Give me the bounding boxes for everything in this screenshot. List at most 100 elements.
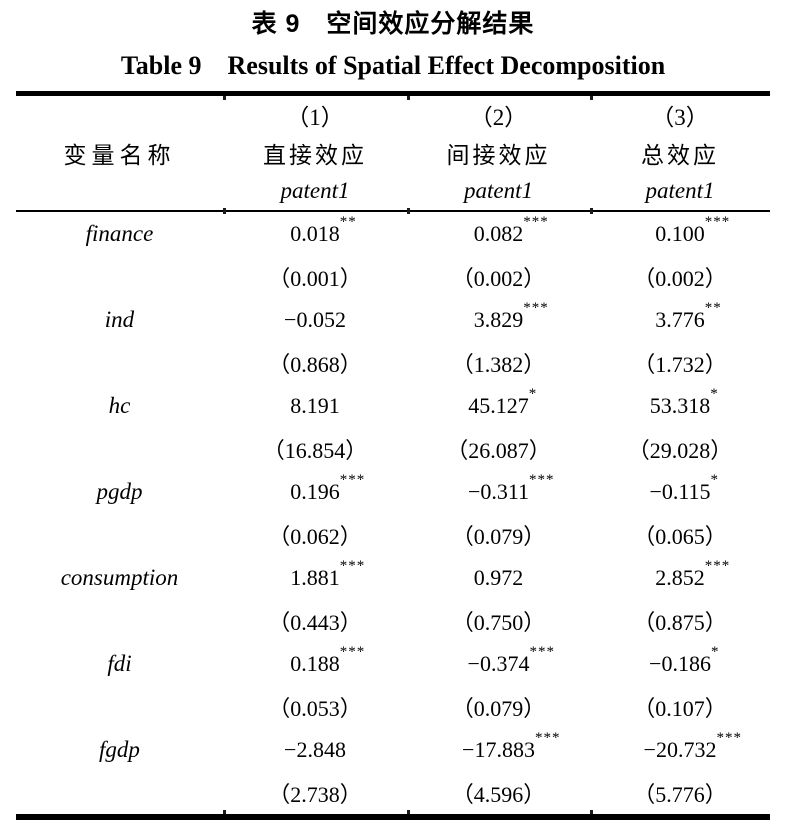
coefficient-line: −0.186 * (590, 642, 770, 685)
standard-error: （0.079） (451, 523, 546, 549)
coefficient-line: 1.881 *** (223, 556, 407, 599)
coefficient-value: −0.311 *** (467, 471, 555, 504)
coefficient-line: −2.848 (223, 728, 407, 771)
coefficient-line: 3.829 *** (407, 298, 590, 341)
table-bottom-rule (16, 810, 770, 820)
coefficient-line: −0.052 (223, 298, 407, 341)
significance-stars: *** (339, 643, 366, 660)
standard-error: （0.107） (633, 695, 727, 721)
coefficient-line: −0.374 *** (407, 642, 590, 685)
effect-cell: 0.018 ** （0.001） (223, 212, 407, 298)
column-divider-tick (223, 810, 226, 814)
table-row: pgdp 0.196 *** （0.062） −0.311 *** （0.079） −0.11… (16, 470, 770, 556)
column-divider-tick (590, 810, 593, 814)
standard-error: （1.732） (633, 351, 727, 377)
table-row: fdi 0.188 *** （0.053） −0.374 *** （0.079） −0.186… (16, 642, 770, 728)
standard-error: （0.002） (633, 265, 727, 291)
coefficient-line: −0.115 * (590, 470, 770, 513)
standard-error: （0.062） (268, 523, 362, 549)
effect-cell: −0.052 （0.868） (223, 298, 407, 384)
significance-stars: * (528, 385, 538, 402)
coefficient-value: 2.852 *** (655, 557, 731, 590)
table-row: fgdp −2.848 （2.738） −17.883 *** （4.596） −20.73… (16, 728, 770, 814)
standard-error: （29.028） (627, 437, 733, 463)
column-divider-tick (407, 208, 410, 214)
variable-cell: hc (16, 384, 223, 470)
significance-stars: ** (704, 299, 722, 316)
coefficient-line: −0.311 *** (407, 470, 590, 513)
effect-type-label: 总效应 (641, 143, 719, 168)
column-divider-tick (223, 96, 226, 100)
effect-cell: −0.115 * （0.065） (590, 470, 770, 556)
standard-error: （0.053） (268, 695, 362, 721)
coefficient-value: −2.848 (284, 736, 346, 762)
significance-stars: *** (339, 557, 366, 574)
variable-name: consumption (60, 564, 179, 590)
effect-cell: 0.972 （0.750） (407, 556, 590, 642)
standard-error: （2.738） (268, 781, 362, 807)
coefficient-line: 8.191 (223, 384, 407, 427)
coefficient-line: 0.188 *** (223, 642, 407, 685)
effect-type-label: 间接效应 (446, 143, 551, 168)
standard-error: （0.868） (268, 351, 362, 377)
variable-cell: finance (16, 212, 223, 298)
effect-type-label: 直接效应 (263, 143, 367, 168)
table-row: finance 0.018 ** （0.001） 0.082 *** （0.002） 0.10… (16, 212, 770, 298)
coefficient-line: 45.127 * (407, 384, 590, 427)
standard-error: （1.382） (451, 351, 546, 377)
standard-error: （16.854） (262, 437, 368, 463)
variable-name: hc (108, 392, 131, 418)
table-row: hc 8.191 （16.854） 45.127 * （26.087） 53.318 * （29… (16, 384, 770, 470)
column-number-label: （2） (469, 105, 528, 130)
coefficient-line: −17.883 *** (407, 728, 590, 771)
effect-cell: −0.374 *** （0.079） (407, 642, 590, 728)
column-divider-tick (590, 96, 593, 100)
effect-cell: −17.883 *** （4.596） (407, 728, 590, 814)
coefficient-line: 0.196 *** (223, 470, 407, 513)
variable-cell: consumption (16, 556, 223, 642)
table-body: finance 0.018 ** （0.001） 0.082 *** （0.002） 0.10… (16, 212, 770, 814)
effect-cell: 8.191 （16.854） (223, 384, 407, 470)
effect-cell: −20.732 *** （5.776） (590, 728, 770, 814)
effect-cell: −2.848 （2.738） (223, 728, 407, 814)
variable-cell: fdi (16, 642, 223, 728)
coefficient-line: 3.776 ** (590, 298, 770, 341)
column-number-label: （1） (286, 105, 344, 130)
coefficient-value: 0.196 *** (290, 471, 366, 504)
standard-error: （0.079） (451, 695, 546, 721)
effect-cell: 0.188 *** （0.053） (223, 642, 407, 728)
variable-name: pgdp (96, 478, 143, 504)
significance-stars: * (710, 643, 720, 660)
coefficient-value: 0.018 ** (290, 213, 357, 246)
effect-cell: 53.318 * （29.028） (590, 384, 770, 470)
effect-cell: 0.196 *** （0.062） (223, 470, 407, 556)
significance-stars: *** (523, 299, 549, 316)
coefficient-value: 8.191 (290, 392, 340, 418)
effect-cell: 2.852 *** （0.875） (590, 556, 770, 642)
coefficient-value: 0.972 (473, 564, 524, 590)
coefficient-line: 0.100 *** (590, 212, 770, 255)
standard-error: （0.750） (451, 609, 546, 635)
standard-error: （0.065） (633, 523, 727, 549)
table-row: ind −0.052 （0.868） 3.829 *** （1.382） 3.776 ** （1… (16, 298, 770, 384)
significance-stars: *** (339, 471, 366, 488)
coefficient-value: 0.188 *** (290, 643, 366, 676)
dependent-variable-label: patent1 (280, 178, 350, 203)
coefficient-value: −17.883 *** (462, 729, 561, 762)
standard-error: （0.002） (451, 265, 546, 291)
coefficient-value: 3.776 ** (655, 299, 722, 332)
significance-stars: *** (534, 729, 561, 746)
significance-stars: *** (704, 213, 731, 230)
coefficient-value: 53.318 * (649, 385, 719, 418)
coefficient-value: −20.732 *** (643, 729, 742, 762)
variable-name: fgdp (99, 736, 140, 762)
coefficient-value: 0.082 *** (473, 213, 549, 246)
significance-stars: * (710, 385, 719, 402)
column-header-3: （3） 总效应 patent1 (590, 96, 770, 210)
coefficient-value: 0.100 *** (655, 213, 731, 246)
significance-stars: *** (523, 213, 549, 230)
effect-cell: 45.127 * （26.087） (407, 384, 590, 470)
table-row: consumption 1.881 *** （0.443） 0.972 （0.750） 2.… (16, 556, 770, 642)
table-title-en: Table 9 Results of Spatial Effect Decomp… (120, 51, 666, 80)
